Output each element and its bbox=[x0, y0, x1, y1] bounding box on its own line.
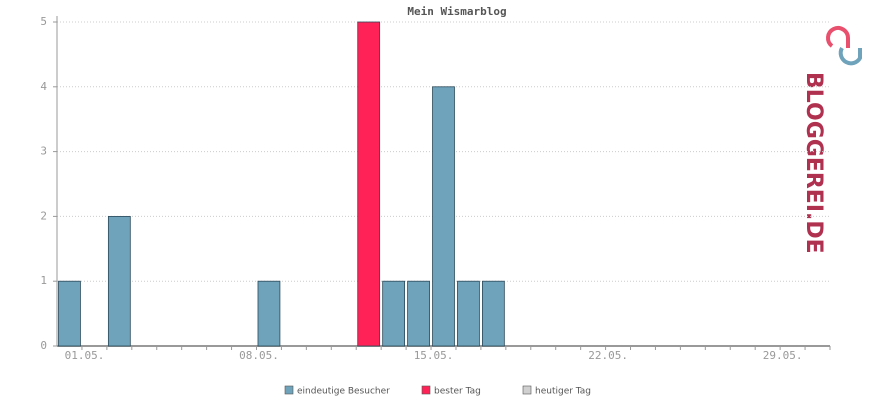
chart-title: Mein Wismarblog bbox=[407, 5, 506, 18]
legend-label: eindeutige Besucher bbox=[297, 387, 390, 397]
y-tick-label: 0 bbox=[40, 339, 47, 352]
y-tick-label: 2 bbox=[40, 209, 47, 222]
y-tick-label: 4 bbox=[40, 80, 47, 93]
bar bbox=[382, 280, 406, 347]
legend-swatch bbox=[421, 385, 431, 395]
x-tick-label: 15.05. bbox=[414, 349, 454, 362]
y-tick-label: 5 bbox=[40, 15, 47, 28]
bar bbox=[357, 21, 381, 347]
x-tick-label: 22.05. bbox=[588, 349, 628, 362]
bar bbox=[457, 280, 480, 347]
logo-icon bbox=[826, 26, 850, 48]
x-tick-label: 08.05. bbox=[239, 349, 279, 362]
bar bbox=[432, 86, 455, 347]
x-tick-label: 01.05. bbox=[65, 349, 105, 362]
legend-swatch bbox=[522, 385, 532, 395]
legend-label: bester Tag bbox=[434, 387, 481, 397]
x-tick-label: 29.05. bbox=[763, 349, 803, 362]
y-tick-label: 3 bbox=[40, 145, 47, 158]
legend-label: heutiger Tag bbox=[535, 387, 591, 397]
bar bbox=[107, 215, 131, 347]
bar bbox=[257, 280, 281, 347]
logo-icon bbox=[838, 47, 862, 66]
bar bbox=[407, 280, 430, 347]
bar bbox=[481, 280, 505, 347]
logo-text: BLOGGEREI.DE bbox=[801, 72, 826, 254]
legend-swatch bbox=[284, 385, 294, 395]
y-tick-label: 1 bbox=[40, 274, 47, 287]
logo: BLOGGEREI.DE bbox=[801, 26, 862, 254]
bar bbox=[58, 280, 81, 347]
